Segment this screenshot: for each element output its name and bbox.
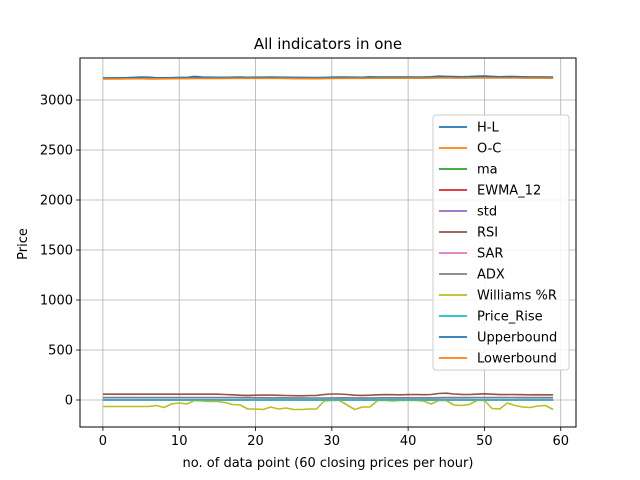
series-line-upperbound: [102, 76, 554, 79]
series-line-adx: [102, 396, 554, 399]
legend-label-std: std: [477, 205, 497, 220]
legend-label-rsi: RSI: [477, 226, 498, 241]
series-line-lowerbound: [102, 77, 554, 80]
y-tick-label: 1000: [40, 294, 73, 309]
legend-label-ewma-12: EWMA_12: [477, 184, 541, 199]
x-tick-label: 0: [99, 434, 107, 449]
legend-label-ma: ma: [477, 163, 498, 178]
series-line-rsi: [102, 392, 554, 397]
y-axis-label: Price: [16, 228, 31, 260]
legend-label-adx: ADX: [477, 268, 505, 283]
x-axis-label: no. of data point (60 closing prices per…: [183, 456, 474, 471]
legend-label-h-l: H-L: [477, 121, 499, 136]
chart-title: All indicators in one: [254, 35, 402, 53]
legend-label-o-c: O-C: [477, 142, 501, 157]
x-tick-label: 50: [476, 434, 493, 449]
y-tick-label: 500: [48, 344, 73, 359]
plot-frame: [79, 57, 577, 428]
axis-ticks: 0 10 20 30 40 50 60 0 500 1000 1500 2000 2500 3000: [40, 94, 569, 450]
legend-box: [432, 114, 570, 371]
y-tick-label: 1500: [40, 244, 73, 259]
x-tick-label: 30: [324, 434, 341, 449]
legend-label-lowerbound: Lowerbound: [477, 352, 557, 367]
y-tick-label: 0: [65, 394, 73, 409]
legend-label-sar: SAR: [477, 247, 503, 262]
legend-label-price-rise: Price_Rise: [477, 310, 543, 325]
x-tick-label: 10: [171, 434, 188, 449]
series-lines: [102, 75, 554, 411]
x-tick-label: 40: [400, 434, 417, 449]
legend-label-williams-r: Williams %R: [477, 289, 557, 304]
legend-label-upperbound: Upperbound: [477, 331, 557, 346]
x-tick-label: 20: [247, 434, 264, 449]
y-tick-label: 2500: [40, 144, 73, 159]
y-tick-label: 2000: [40, 194, 73, 209]
x-tick-label: 60: [552, 434, 569, 449]
y-tick-label: 3000: [40, 94, 73, 109]
